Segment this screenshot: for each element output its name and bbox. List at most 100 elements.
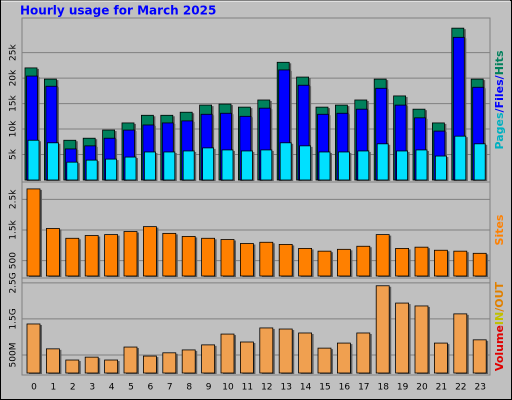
bar — [318, 151, 331, 181]
bar — [415, 149, 428, 181]
bar — [143, 151, 156, 181]
x-tick-label: 6 — [148, 383, 154, 393]
x-tick-label: 20 — [416, 383, 428, 393]
bar — [434, 155, 447, 181]
y-tick-label: 25k — [9, 43, 19, 60]
bar — [105, 158, 117, 181]
bar — [201, 344, 216, 374]
bar — [356, 245, 371, 277]
bar — [163, 151, 176, 181]
x-tick-label: 16 — [339, 383, 351, 393]
legend: Sites — [493, 214, 506, 245]
bar — [396, 150, 409, 181]
bar — [66, 161, 79, 181]
bar — [337, 151, 350, 181]
bar — [124, 156, 137, 181]
bar — [472, 252, 487, 277]
x-tick-label: 14 — [300, 383, 312, 393]
legend-entry: / — [493, 107, 506, 112]
bar — [142, 355, 157, 374]
x-tick-label: 17 — [358, 383, 369, 393]
y-tick-label: 10k — [9, 120, 19, 137]
x-tick-label: 13 — [280, 383, 291, 393]
bar — [278, 328, 293, 374]
bar — [182, 150, 195, 181]
bar — [317, 347, 332, 374]
x-tick-label: 10 — [222, 383, 234, 393]
bar — [472, 339, 487, 374]
bar — [298, 332, 313, 374]
bar — [65, 359, 80, 374]
legend-entry: Pages — [493, 112, 506, 150]
bar — [104, 359, 118, 374]
bar — [26, 323, 41, 374]
x-tick-label: 0 — [31, 383, 37, 393]
bar — [220, 239, 235, 277]
bar — [220, 333, 235, 374]
bar — [123, 346, 138, 374]
bar — [357, 150, 370, 181]
legend-entry: / — [493, 307, 506, 312]
bar — [336, 342, 351, 374]
bar — [239, 243, 254, 277]
x-tick-label: 7 — [167, 383, 173, 393]
x-tick-label: 18 — [377, 383, 389, 393]
legend-entry: Hits — [493, 50, 506, 75]
bar — [298, 247, 313, 277]
chart-title: Hourly usage for March 2025 — [20, 4, 216, 18]
legend: VolumeIN/OUT — [493, 281, 506, 371]
bar — [162, 232, 177, 277]
bar — [240, 150, 253, 181]
bar — [84, 235, 99, 277]
bar — [317, 250, 332, 277]
bar — [336, 248, 351, 277]
x-tick-label: 22 — [455, 383, 466, 393]
bar — [356, 332, 371, 374]
bar — [414, 305, 429, 374]
bar — [299, 145, 312, 181]
x-tick-label: 9 — [206, 383, 212, 393]
x-tick-label: 23 — [474, 383, 485, 393]
x-tick-label: 11 — [242, 383, 253, 393]
bar — [278, 244, 293, 277]
bar — [85, 159, 98, 181]
bar — [26, 188, 41, 277]
y-tick-label: 2.5G — [9, 272, 19, 293]
bar — [239, 341, 254, 374]
x-tick-label: 12 — [261, 383, 272, 393]
bar — [260, 149, 273, 181]
bar — [65, 237, 80, 277]
bar — [259, 327, 274, 374]
legend-entry: / — [493, 74, 506, 79]
bar — [142, 226, 157, 277]
bar — [202, 147, 215, 181]
x-tick-label: 2 — [70, 383, 76, 393]
legend-entry: Sites — [493, 214, 506, 245]
x-tick-label: 21 — [436, 383, 447, 393]
y-tick-label: 500 — [9, 252, 19, 269]
x-tick-label: 1 — [51, 383, 57, 393]
bar — [433, 249, 448, 277]
bar — [181, 236, 196, 277]
legend: Pages/Files/Hits — [493, 50, 506, 149]
bar — [162, 352, 177, 374]
bar — [473, 143, 486, 181]
bar — [221, 149, 234, 181]
y-tick-label: 2.5k — [9, 189, 19, 209]
bar — [375, 234, 390, 277]
bar — [279, 142, 292, 181]
bar — [46, 228, 60, 277]
legend-entry: Volume — [493, 325, 506, 371]
bar — [46, 348, 60, 374]
bar — [201, 237, 216, 277]
x-tick-label: 8 — [186, 383, 192, 393]
bar — [395, 247, 410, 277]
bar — [84, 356, 99, 374]
bar — [259, 241, 274, 277]
y-tick-label: 1.5k — [9, 219, 19, 239]
y-tick-label: 1.5G — [9, 308, 19, 329]
x-tick-label: 19 — [397, 383, 409, 393]
legend-entry: Files — [493, 79, 506, 109]
bar — [181, 349, 196, 374]
